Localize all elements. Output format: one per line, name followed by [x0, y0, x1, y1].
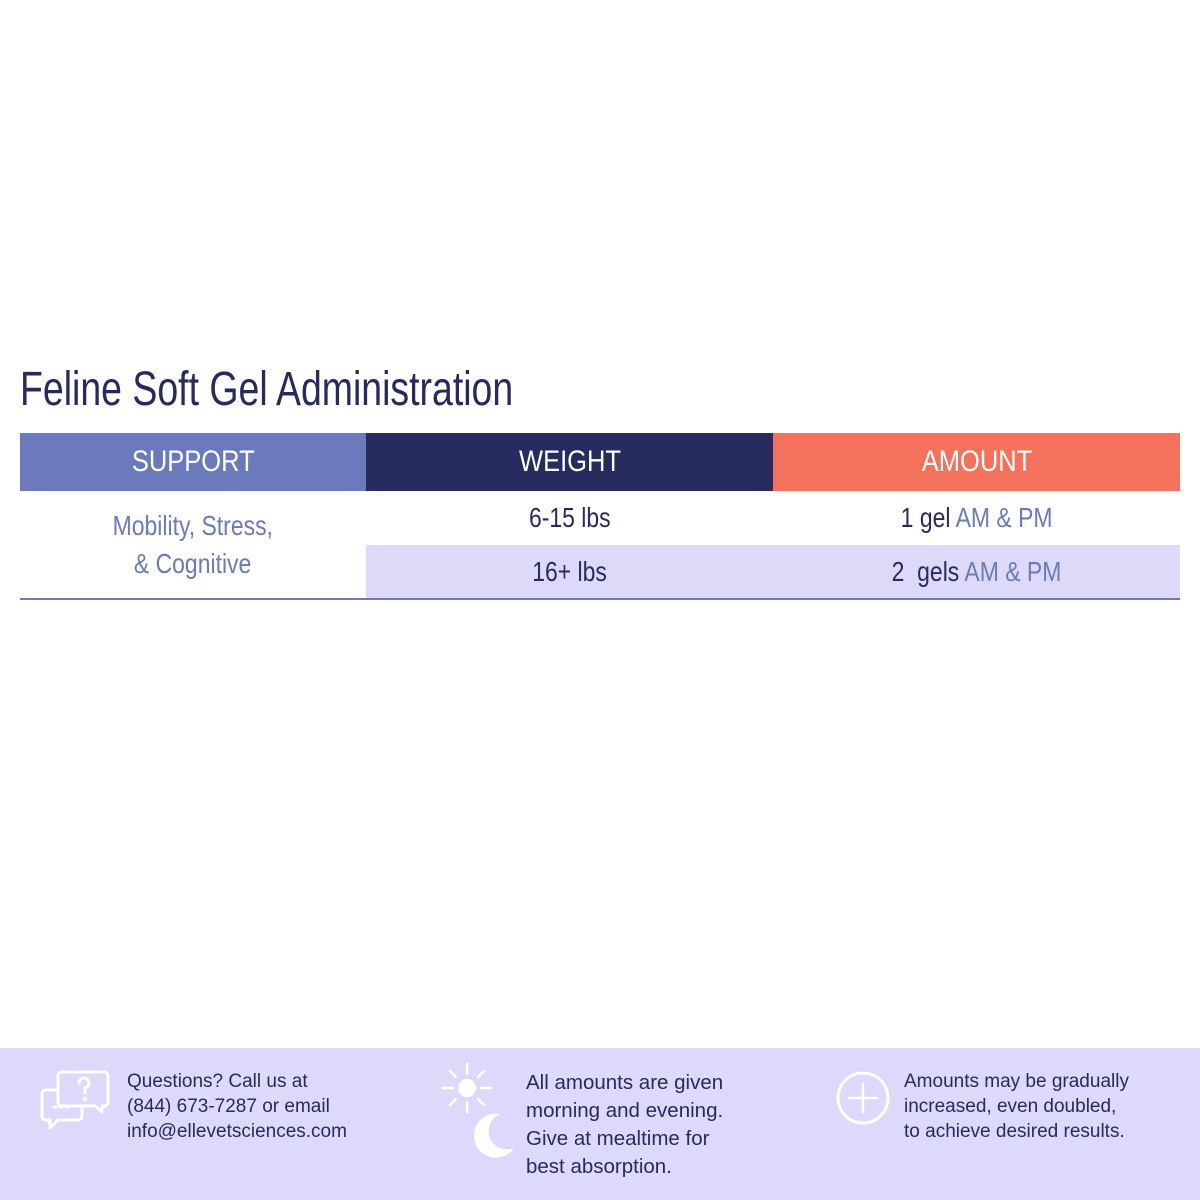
support-line: Mobility, Stress, [112, 509, 274, 541]
sun-moon-icon [441, 1062, 514, 1158]
page-title: Feline Soft Gel Administration [20, 363, 514, 416]
plus-circle-icon [836, 1071, 890, 1125]
increase-text: Amounts may be gradually increased, even… [904, 1071, 1129, 1142]
weight-cell: 6-15 lbs [528, 502, 611, 533]
timing-value: AM & PM [955, 502, 1053, 533]
chat-bubbles-icon [40, 1070, 110, 1130]
amount-value: 1 gel [900, 502, 951, 533]
table-bottom-rule [20, 598, 1180, 600]
dosage-table: SUPPORT WEIGHT AMOUNT Mobility, Stress, … [20, 433, 1180, 600]
support-line: & Cognitive [134, 547, 252, 579]
amount-cell: 2 gels AM & PM [773, 545, 1180, 598]
info-footer: Questions? Call us at (844) 673-7287 or … [0, 1048, 1200, 1200]
schedule-text: All amounts are given morning and evenin… [526, 1071, 724, 1178]
header-amount: AMOUNT [773, 433, 1180, 491]
contact-text: Questions? Call us at (844) 673-7287 or … [127, 1071, 347, 1142]
table-row: 6-15 lbs 1 gel AM & PM [366, 491, 1180, 544]
timing-value: AM & PM [964, 556, 1062, 587]
amount-value: 2 gels [891, 556, 960, 587]
header-weight: WEIGHT [366, 433, 773, 491]
weight-cell: 16+ lbs [532, 556, 607, 587]
amount-cell: 1 gel AM & PM [773, 491, 1180, 544]
support-cell: Mobility, Stress, & Cognitive [20, 491, 366, 598]
table-row: 16+ lbs 2 gels AM & PM [366, 545, 1180, 598]
header-support: SUPPORT [20, 433, 366, 491]
